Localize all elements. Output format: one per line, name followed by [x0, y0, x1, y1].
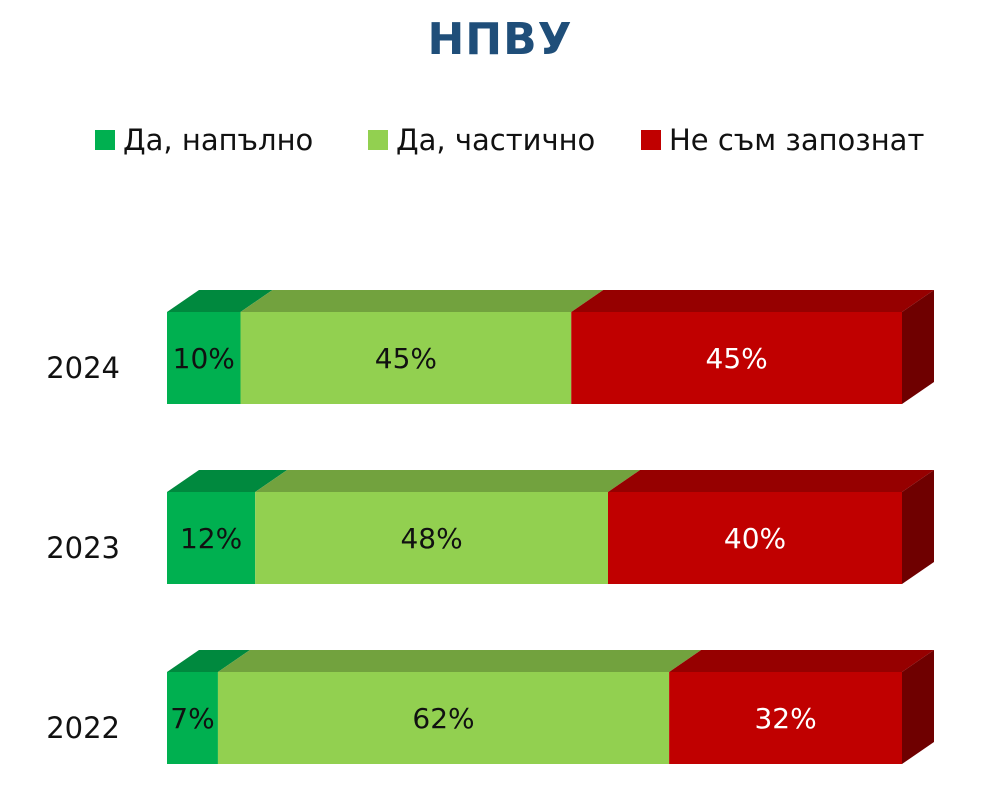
bar-side-2024 [902, 290, 934, 404]
legend-item-not-aware: Не съм запознат [641, 120, 924, 160]
bar-top-2022-series-2 [669, 650, 934, 672]
bar-2023-series-0 [167, 492, 256, 584]
data-label-2023-series-2: 40% [724, 522, 786, 555]
bar-top-2024-series-0 [167, 290, 273, 312]
category-label-2024: 2024 [46, 351, 120, 385]
bar-top-2022-series-0 [167, 650, 250, 672]
bar-2024-series-2 [571, 312, 902, 404]
bar-top-2022-series-1 [217, 650, 702, 672]
data-label-2023-series-0: 12% [180, 522, 242, 555]
bar-2024-series-0 [167, 312, 241, 404]
legend-swatch-fully [95, 130, 115, 150]
legend-label-fully: Да, напълно [123, 123, 314, 157]
legend: Да, напълно Да, частично Не съм запознат [0, 120, 1000, 160]
legend-swatch-partially [368, 130, 388, 150]
category-label-2022: 2022 [46, 711, 120, 745]
legend-item-partially: Да, частично [368, 120, 595, 160]
bar-side-2023 [902, 470, 934, 584]
legend-label-partially: Да, частично [396, 123, 596, 157]
category-label-2023: 2023 [46, 531, 120, 565]
legend-label-not-aware: Не съм запознат [669, 123, 925, 157]
bar-top-2024-series-2 [571, 290, 934, 312]
data-label-2022-series-1: 62% [412, 702, 474, 735]
bar-top-2023-series-1 [255, 470, 640, 492]
legend-swatch-not-aware [641, 130, 661, 150]
bar-2022-series-0 [167, 672, 218, 764]
data-label-2022-series-0: 7% [170, 702, 214, 735]
data-label-2024-series-2: 45% [706, 342, 768, 375]
bar-top-2023-series-0 [167, 470, 288, 492]
bar-side-2022 [902, 650, 934, 764]
data-label-2024-series-0: 10% [173, 342, 235, 375]
bar-2023-series-1 [255, 492, 608, 584]
bar-2022-series-2 [669, 672, 902, 764]
data-label-2022-series-2: 32% [754, 702, 816, 735]
chart-title: НПВУ [427, 14, 573, 65]
data-label-2023-series-1: 48% [400, 522, 462, 555]
data-label-2024-series-1: 45% [375, 342, 437, 375]
bar-2024-series-1 [240, 312, 572, 404]
bar-2023-series-2 [608, 492, 902, 584]
bar-2022-series-1 [217, 672, 670, 764]
bar-top-2023-series-2 [608, 470, 934, 492]
bar-top-2024-series-1 [240, 290, 604, 312]
legend-item-fully: Да, напълно [95, 120, 313, 160]
